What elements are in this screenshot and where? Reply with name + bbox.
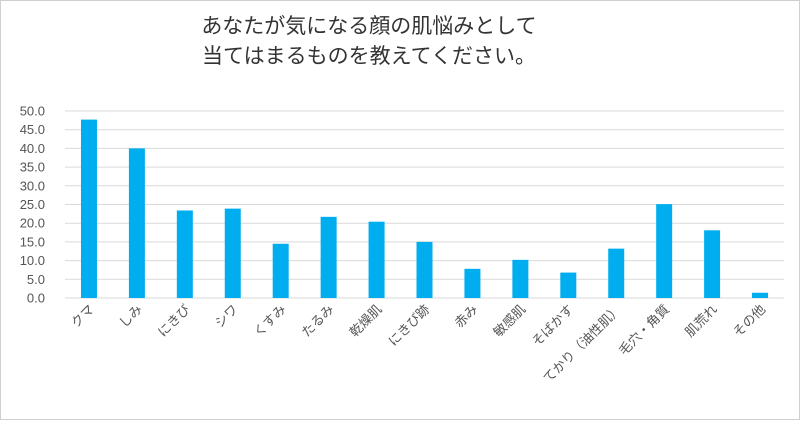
x-tick-label: にきび跡	[385, 302, 433, 350]
x-tick-label: くすみ	[251, 302, 289, 340]
y-tick-label: 10.0	[20, 253, 45, 268]
x-tick-label: クマ	[69, 302, 98, 331]
y-tick-label: 15.0	[20, 234, 45, 249]
x-tick-label: その他	[731, 302, 769, 340]
bar	[128, 148, 145, 298]
y-tick-label: 5.0	[27, 272, 45, 287]
y-tick-label: 30.0	[20, 178, 45, 193]
bar	[512, 259, 529, 298]
bar	[80, 119, 97, 299]
chart-title-line-1: あなたが気になる顔の肌悩みとして	[201, 14, 537, 38]
bar	[320, 216, 337, 298]
bar	[608, 248, 625, 298]
x-tick-label: 肌荒れ	[683, 302, 721, 340]
bar	[224, 208, 241, 298]
x-tick-label: シワ	[213, 302, 242, 331]
x-tick-label: たるみ	[299, 302, 337, 340]
bar	[704, 230, 721, 298]
y-tick-label: 0.0	[27, 291, 45, 306]
bar	[656, 204, 673, 298]
y-tick-label: 35.0	[20, 160, 45, 175]
bar	[560, 272, 577, 298]
bar	[752, 292, 769, 298]
bar	[416, 241, 433, 298]
bar	[464, 268, 481, 298]
x-tick-label: そばかす	[530, 302, 578, 350]
chart-title-line-2: 当てはまるものを教えてください。	[202, 44, 536, 68]
x-tick-label: 毛穴・角質	[616, 302, 673, 359]
x-tick-label: しみ	[117, 302, 146, 331]
bar	[272, 243, 289, 298]
y-tick-label: 50.0	[20, 104, 45, 119]
x-tick-label: 赤み	[452, 302, 481, 331]
x-tick-label: 敏感肌	[490, 302, 529, 341]
bar	[368, 221, 385, 298]
y-tick-label: 20.0	[20, 216, 45, 231]
y-tick-label: 40.0	[20, 141, 45, 156]
bar	[176, 210, 193, 298]
x-tick-label: にきび	[155, 302, 193, 340]
x-tick-label: 乾燥肌	[347, 302, 385, 340]
y-tick-label: 45.0	[20, 122, 45, 137]
y-tick-label: 25.0	[20, 197, 45, 212]
